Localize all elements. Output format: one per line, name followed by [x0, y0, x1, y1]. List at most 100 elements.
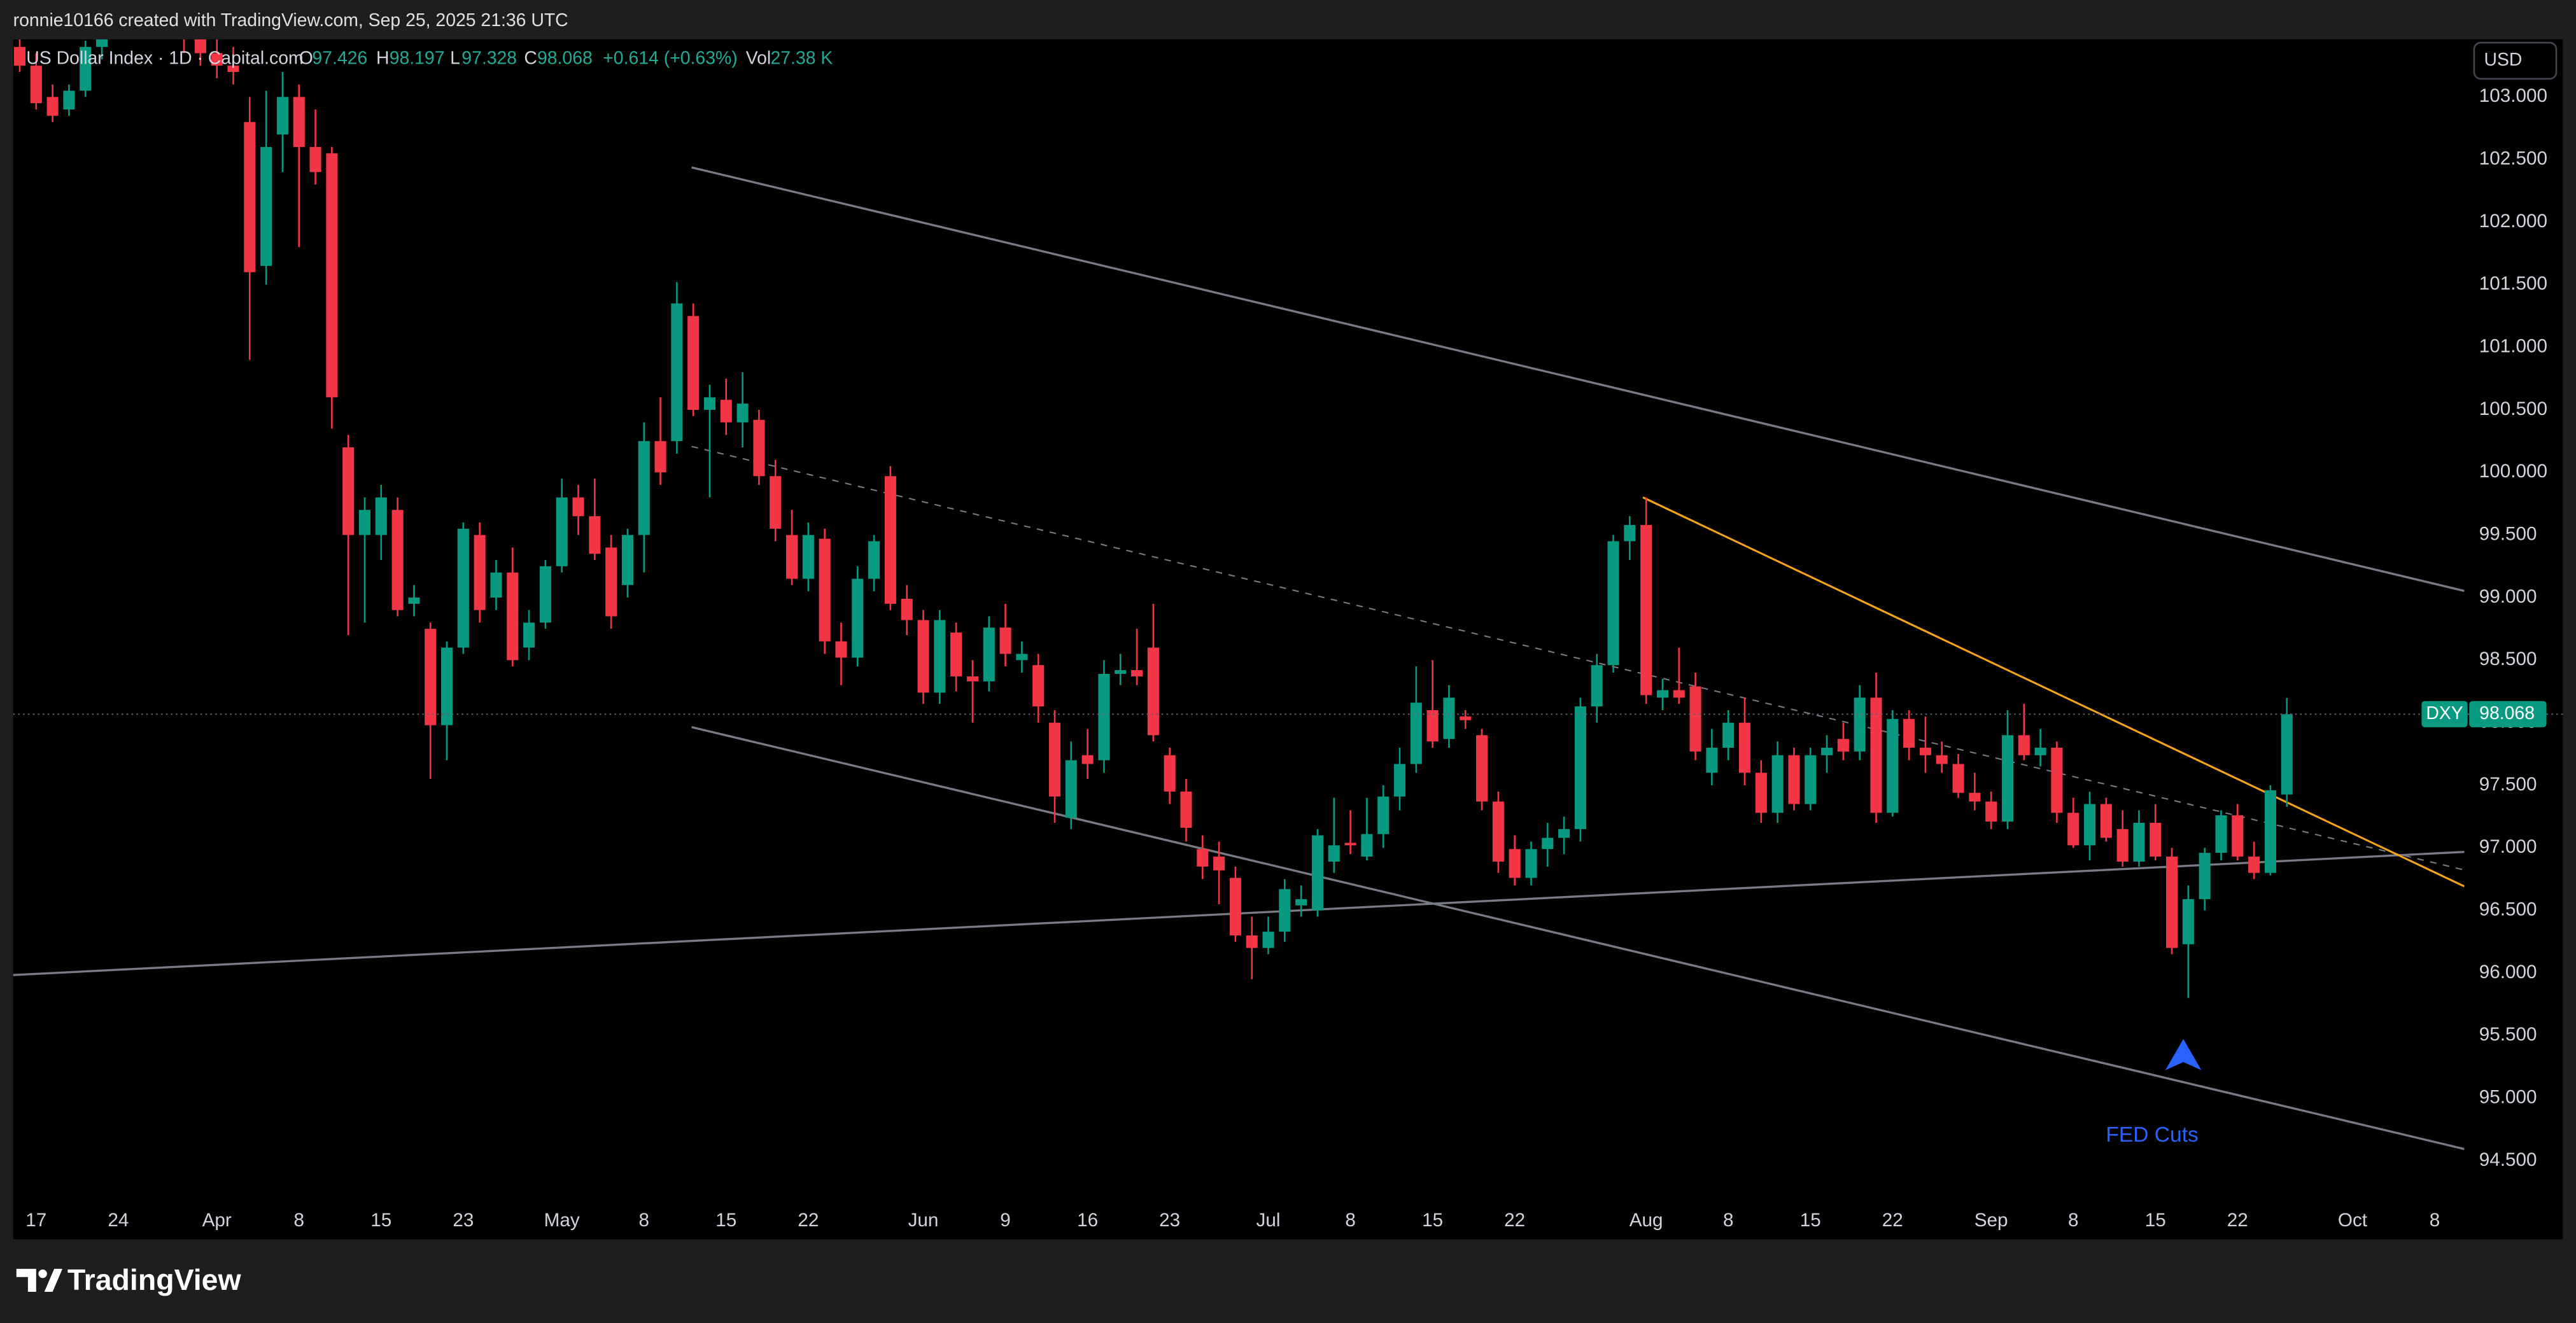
x-tick-label: May — [544, 1210, 580, 1231]
candle-body — [1426, 710, 1439, 742]
candle-body — [95, 39, 108, 47]
candle-body — [507, 572, 519, 661]
currency[interactable]: USD — [2484, 50, 2522, 70]
candle-body — [1706, 747, 1718, 773]
candle-body — [30, 66, 42, 104]
x-tick-label: 22 — [1504, 1210, 1525, 1231]
candle-body — [539, 566, 551, 623]
symbol-label: DXY — [2426, 703, 2463, 724]
candle-body — [1476, 735, 1488, 802]
legend-value: 27.38 K — [770, 48, 833, 68]
candle-body — [1410, 703, 1422, 764]
legend-label: O — [299, 48, 313, 68]
channel-lower — [691, 726, 2465, 1151]
x-tick-label: 22 — [1882, 1210, 1903, 1231]
candle-body — [934, 620, 946, 693]
candle-body — [2116, 829, 2129, 862]
candle-body — [950, 633, 962, 676]
y-tick-label: 96.500 — [2479, 899, 2537, 920]
x-tick-label: Oct — [2338, 1210, 2368, 1231]
candle-body — [1969, 792, 1981, 802]
candle-body — [671, 303, 683, 442]
x-tick-label: 8 — [638, 1210, 649, 1231]
candle-body — [408, 598, 420, 604]
x-tick-label: 8 — [293, 1210, 304, 1231]
candle-body — [440, 647, 453, 725]
candle-body — [2018, 735, 2030, 755]
candle-body — [2034, 747, 2046, 755]
candle-body — [63, 90, 75, 110]
y-tick-label: 99.500 — [2479, 524, 2537, 545]
legend-value: 98.068 — [537, 48, 593, 68]
candle-body — [1048, 722, 1061, 797]
candle-body — [1771, 755, 1784, 813]
candle-body — [1197, 849, 1209, 867]
legend-label: H — [376, 48, 390, 68]
candle-body — [786, 535, 798, 579]
candle-body — [1131, 670, 1143, 676]
channel-upper — [691, 166, 2465, 592]
price-label: 98.068 — [2479, 703, 2535, 724]
y-tick-label: 103.000 — [2479, 85, 2547, 106]
candle-body — [474, 535, 486, 610]
candle-body — [1805, 755, 1817, 804]
candle-body — [1656, 690, 1669, 698]
candle-body — [605, 547, 617, 617]
y-tick-label: 95.500 — [2479, 1024, 2537, 1045]
candle-body — [1081, 755, 1094, 764]
legend-label: Vol — [746, 48, 771, 68]
candle-body — [211, 53, 223, 66]
candle-body — [1821, 747, 1833, 755]
candle-body — [1755, 773, 1767, 813]
x-tick-label: 23 — [1159, 1210, 1180, 1231]
candle-body — [293, 97, 305, 148]
plot — [13, 39, 2465, 1151]
candle-body — [1640, 524, 1652, 696]
candle-body — [966, 676, 978, 682]
candle-body — [1837, 739, 1849, 752]
x-tick-label: 15 — [715, 1210, 736, 1231]
x-tick-label: 8 — [2068, 1210, 2079, 1231]
candle-body — [1903, 718, 1915, 748]
candle-body — [1624, 524, 1636, 542]
y-tick-label: 94.500 — [2479, 1149, 2537, 1170]
candle-body — [1525, 849, 1537, 878]
candle-body — [1952, 764, 1964, 793]
candle-body — [884, 476, 896, 604]
candle-body — [1377, 796, 1390, 834]
candle-body — [1246, 935, 1258, 948]
candle-body — [703, 397, 716, 410]
candle-body — [1361, 834, 1373, 857]
candle-body — [1509, 849, 1521, 878]
candle-body — [309, 147, 321, 172]
x-tick-label: Jun — [908, 1210, 939, 1231]
candle-body — [983, 627, 995, 682]
candle-body — [244, 122, 256, 272]
orange-trend-line — [1642, 496, 2465, 888]
candle-body — [1985, 801, 1997, 822]
candle-body — [638, 441, 650, 535]
candle-body — [1016, 654, 1028, 661]
candle-body — [194, 39, 206, 53]
candle-body — [1870, 697, 1882, 813]
candle-body — [1854, 697, 1866, 752]
x-tick-label: 17 — [25, 1210, 46, 1231]
candle-body — [1542, 837, 1554, 850]
candle-body — [2248, 857, 2260, 873]
arrow-up — [2165, 1039, 2202, 1070]
candle-body — [358, 510, 371, 535]
candle-body — [2166, 857, 2178, 948]
candle-body — [2133, 822, 2145, 862]
x-tick-label: 22 — [798, 1210, 819, 1231]
x-tick-label: 24 — [108, 1210, 129, 1231]
candle-body — [1607, 541, 1619, 666]
y-tick-label: 100.000 — [2479, 461, 2547, 482]
x-tick-label: 22 — [2227, 1210, 2248, 1231]
candle-body — [13, 46, 26, 66]
candle-body — [2215, 815, 2227, 853]
candle-body — [621, 535, 633, 585]
legend-value: 97.426 — [312, 48, 367, 68]
candle-body — [1229, 878, 1241, 935]
y-tick-label: 102.000 — [2479, 211, 2547, 232]
currency-button[interactable] — [2473, 41, 2558, 80]
